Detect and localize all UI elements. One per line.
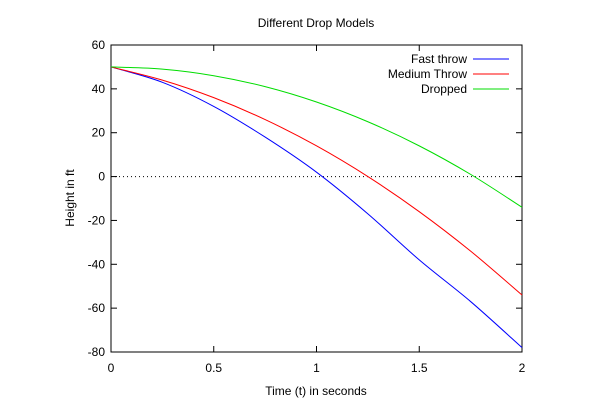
y-tick-label: -20 xyxy=(88,213,106,227)
series-line-fast-throw xyxy=(110,66,523,348)
legend-label-medium-throw: Medium Throw xyxy=(388,67,467,81)
x-tick-label: 1.5 xyxy=(411,361,428,375)
y-tick-label: -40 xyxy=(88,257,106,271)
y-tick-label: -60 xyxy=(88,301,106,315)
series-layer xyxy=(110,66,523,348)
y-tick-label: 60 xyxy=(92,38,106,52)
y-tick-label: 40 xyxy=(92,82,106,96)
series-line-medium-throw xyxy=(110,66,523,296)
y-tick-label: -80 xyxy=(88,345,106,359)
x-tick-label: 1 xyxy=(313,361,320,375)
chart-title: Different Drop Models xyxy=(258,16,375,30)
legend-label-fast-throw: Fast throw xyxy=(411,52,467,66)
y-tick-label: 0 xyxy=(98,170,105,184)
x-axis-label: Time (t) in seconds xyxy=(265,384,367,398)
x-tick-label: 0 xyxy=(108,361,115,375)
y-tick-label: 20 xyxy=(92,126,106,140)
y-axis-label: Height in ft xyxy=(63,169,77,227)
axes: 0 0.5 1 1.5 2 -80 -60 -40 -20 0 20 40 60 xyxy=(88,38,526,375)
series-line-dropped xyxy=(110,66,523,208)
legend-label-dropped: Dropped xyxy=(421,82,467,96)
x-tick-label: 0.5 xyxy=(205,361,222,375)
x-tick-label: 2 xyxy=(519,361,526,375)
